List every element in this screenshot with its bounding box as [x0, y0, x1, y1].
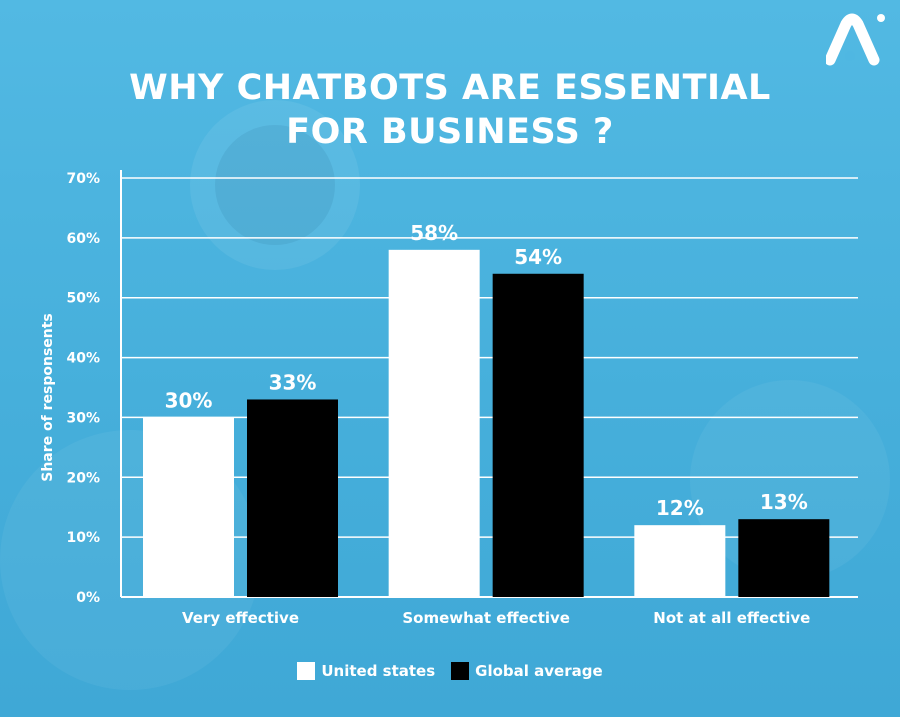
- bar: [492, 273, 584, 597]
- y-tick-label: 0%: [76, 590, 100, 606]
- legend: United states Global average: [0, 662, 900, 680]
- legend-swatch-united-states: [297, 662, 316, 680]
- chart-title-line-2: FOR BUSINESS ?: [286, 112, 614, 152]
- legend-swatch-global-average: [451, 662, 470, 680]
- bar: [388, 249, 480, 598]
- legend-item-united-states: United states: [297, 662, 435, 680]
- data-label: 33%: [269, 370, 317, 394]
- brand-a-logo-icon: [824, 12, 888, 68]
- y-tick-label: 70%: [66, 171, 100, 187]
- y-tick-label: 50%: [66, 291, 100, 307]
- bar: [738, 519, 830, 597]
- x-category-label: Very effective: [182, 609, 299, 627]
- data-label: 30%: [165, 388, 213, 412]
- x-category-label: Not at all effective: [653, 609, 810, 627]
- legend-item-global-average: Global average: [451, 662, 603, 680]
- y-tick-label: 60%: [66, 231, 100, 247]
- x-category-label: Somewhat effective: [402, 609, 570, 627]
- bar: [143, 417, 234, 597]
- y-tick-label: 40%: [66, 351, 100, 367]
- chart-title: WHY CHATBOTS ARE ESSENTIAL FOR BUSINESS …: [60, 66, 840, 154]
- y-tick-label: 30%: [66, 410, 100, 426]
- y-axis-label: Share of responsents: [40, 313, 56, 482]
- chart-title-line-1: WHY CHATBOTS ARE ESSENTIAL: [129, 68, 771, 108]
- bar: [247, 399, 338, 597]
- bar: [634, 525, 726, 597]
- data-label: 12%: [656, 496, 704, 520]
- data-label: 13%: [760, 490, 808, 514]
- legend-label-united-states: United states: [321, 662, 436, 680]
- y-tick-label: 10%: [66, 530, 100, 546]
- data-label: 58%: [410, 221, 458, 245]
- y-tick-label: 20%: [66, 470, 100, 486]
- background-decor-circle: [215, 125, 335, 245]
- background-decor-circle: [190, 100, 360, 270]
- data-label: 54%: [514, 245, 562, 269]
- legend-label-global-average: Global average: [475, 662, 603, 680]
